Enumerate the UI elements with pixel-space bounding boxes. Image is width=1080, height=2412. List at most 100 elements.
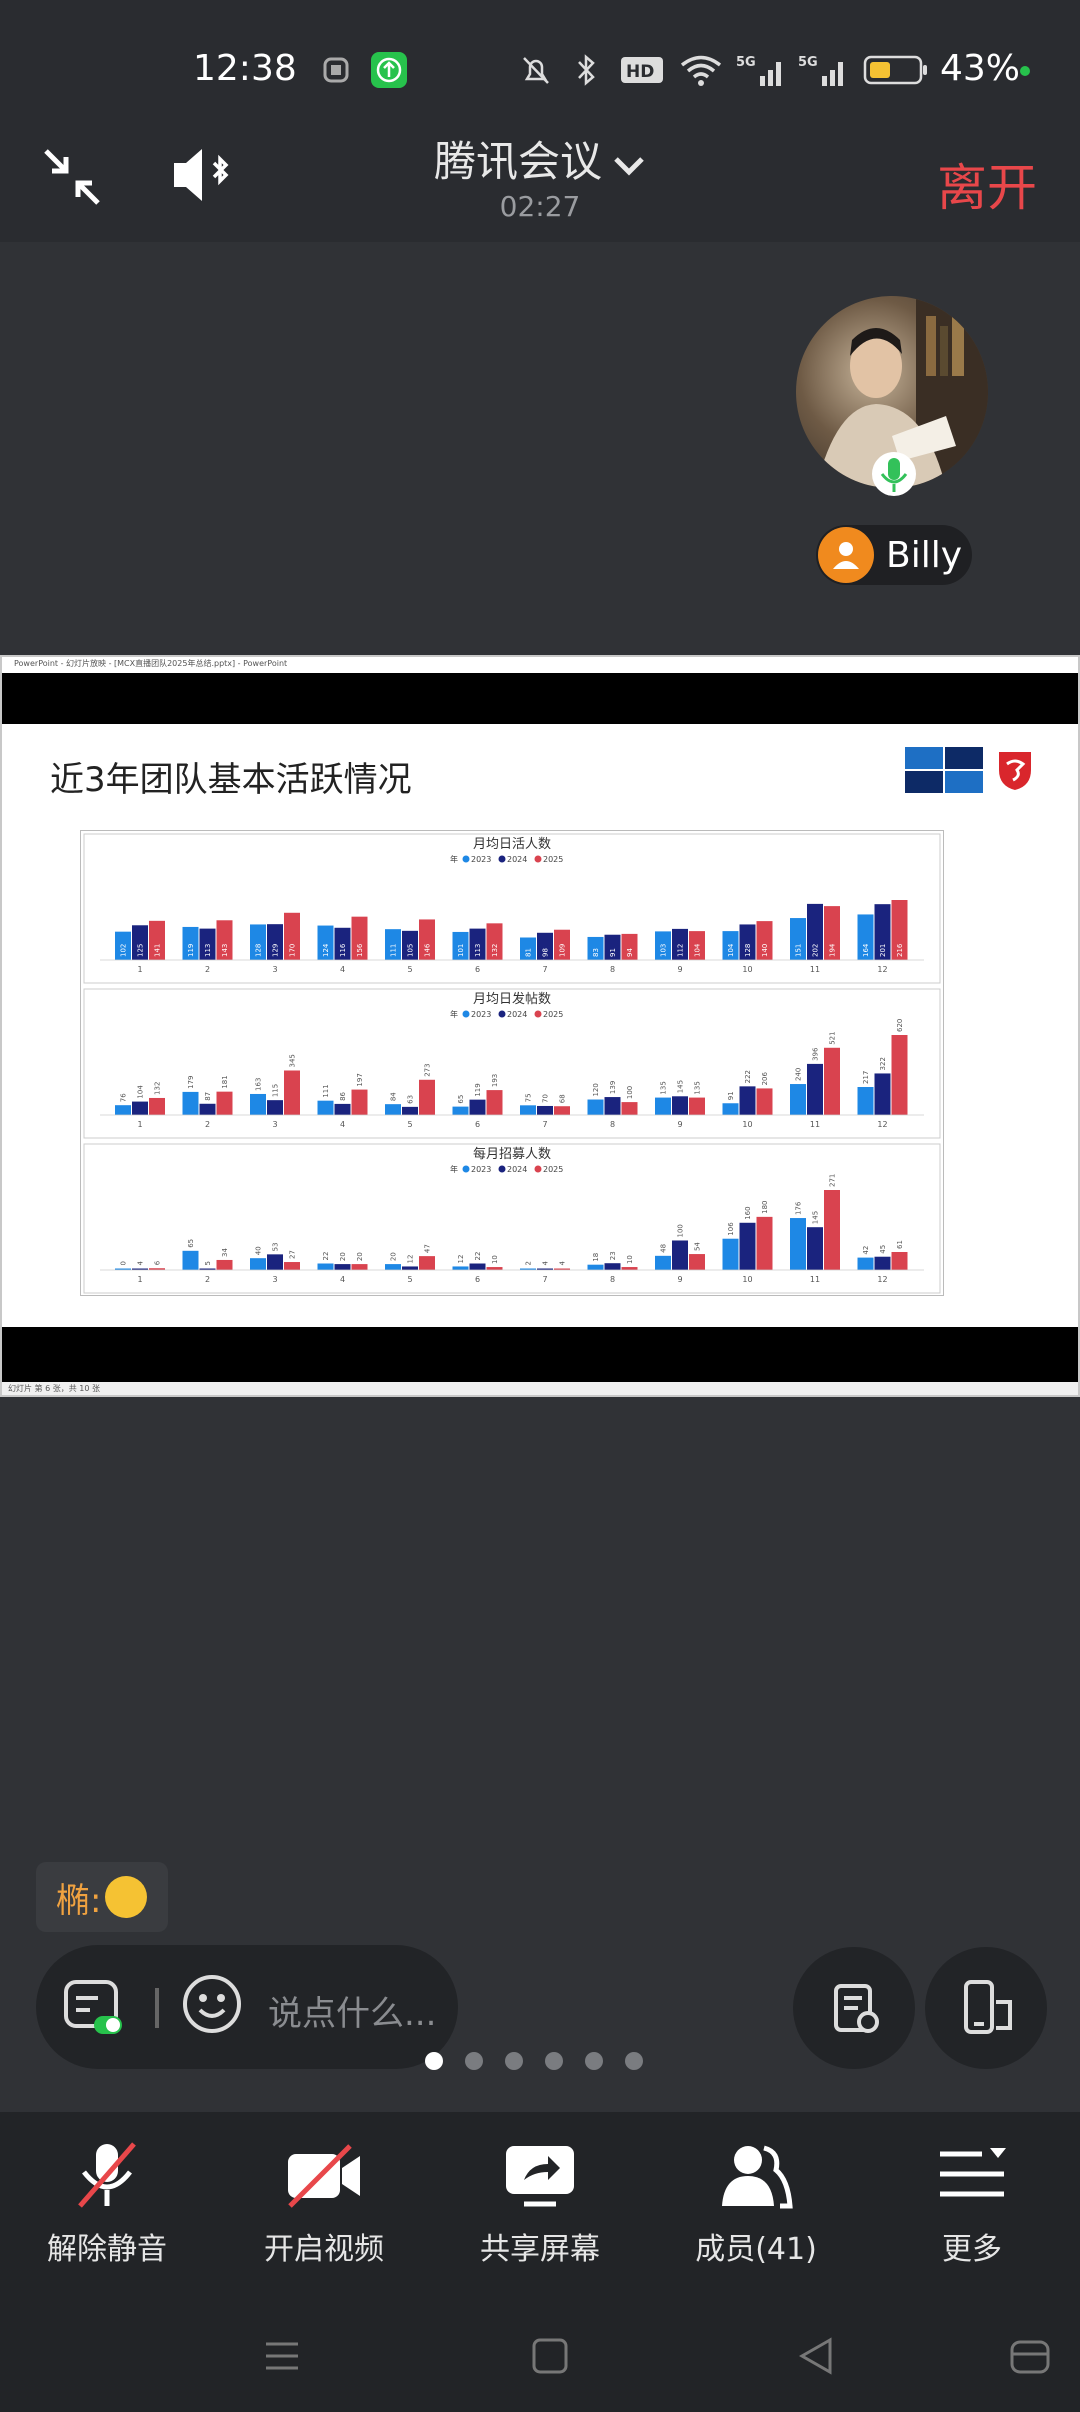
data-label: 6 <box>154 1260 162 1265</box>
data-label: 164 <box>862 943 870 957</box>
meeting-duration: 02:27 <box>499 190 581 223</box>
chart-bar <box>182 926 199 960</box>
chart-bar <box>604 1263 621 1270</box>
upload-icon <box>370 52 408 88</box>
data-label: 2 <box>525 1261 533 1265</box>
chart-bar <box>250 1093 266 1115</box>
meeting-title[interactable]: 腾讯会议 <box>0 128 1080 189</box>
chart-bar <box>402 930 418 960</box>
emoji-picker-icon[interactable] <box>180 1972 244 2036</box>
data-label: 116 <box>339 943 347 957</box>
leave-button[interactable]: 离开 <box>937 159 1037 217</box>
chat-input-bar[interactable] <box>36 1945 458 2069</box>
chart-bar <box>402 1266 418 1270</box>
page-indicator[interactable] <box>425 2052 643 2072</box>
chart-bar <box>317 1263 334 1270</box>
data-label: 135 <box>660 1081 668 1094</box>
slide-letterbox-bottom <box>2 1327 1078 1382</box>
category-label: 5 <box>407 1120 412 1129</box>
data-label: 120 <box>592 1083 600 1096</box>
chat-bubble[interactable]: 椭: <box>36 1862 168 1932</box>
subtitle-toggle-icon[interactable] <box>60 1976 124 2040</box>
chart-bar <box>334 1103 351 1115</box>
page-dot[interactable] <box>505 2052 523 2070</box>
data-label: 10 <box>626 1255 634 1264</box>
more-button[interactable]: 更多 <box>892 2140 1052 2280</box>
data-label: 20 <box>356 1252 364 1261</box>
data-label: 12 <box>407 1255 415 1264</box>
signal-5g-icon: 5G <box>736 52 786 88</box>
data-label: 156 <box>356 943 364 957</box>
chevron-down-icon[interactable] <box>612 140 646 189</box>
page-dot[interactable] <box>465 2052 483 2070</box>
data-label: 104 <box>137 1085 145 1099</box>
chart-bar <box>655 1097 671 1115</box>
chart-bar <box>419 1079 435 1115</box>
legend-marker <box>462 1010 470 1018</box>
chart-bar <box>250 1258 266 1270</box>
page-dot[interactable] <box>625 2052 643 2070</box>
data-label: 125 <box>137 944 145 957</box>
share-screen-button[interactable]: 共享屏幕 <box>460 2140 620 2280</box>
home-nav-icon[interactable] <box>520 2326 580 2386</box>
chart-bar <box>790 1218 806 1270</box>
category-label: 9 <box>677 1120 682 1129</box>
category-label: 7 <box>542 965 547 974</box>
chart-bar <box>807 903 823 960</box>
divider <box>155 1988 159 2028</box>
chart-bar <box>267 1100 283 1115</box>
minimize-icon[interactable] <box>40 145 104 209</box>
category-label: 2 <box>205 965 210 974</box>
data-label: 193 <box>491 1074 499 1087</box>
notes-button[interactable] <box>793 1947 915 2069</box>
screen-record-icon <box>318 52 354 88</box>
chart-bar <box>857 1257 874 1270</box>
legend-label: 2024 <box>507 855 527 864</box>
legend-prefix: 年 <box>450 1164 458 1174</box>
chart-bar <box>452 1106 469 1115</box>
signal-5g-icon-2: 5G <box>798 52 848 88</box>
category-label: 10 <box>742 1275 752 1284</box>
category-label: 1 <box>137 1120 142 1129</box>
participant-name: Billy <box>886 534 963 576</box>
floating-window-icon[interactable] <box>1000 2326 1060 2386</box>
members-button[interactable]: 成员(41) <box>676 2140 836 2280</box>
chart-bar <box>149 920 165 960</box>
slide-letterbox-top <box>2 673 1078 724</box>
page-dot[interactable] <box>585 2052 603 2070</box>
data-label: 75 <box>525 1093 533 1102</box>
battery-percent: 43% <box>940 48 1021 89</box>
page-dot[interactable] <box>545 2052 563 2070</box>
device-switch-button[interactable] <box>925 1947 1047 2069</box>
data-label: 70 <box>542 1094 550 1103</box>
data-label: 105 <box>407 944 415 957</box>
chat-input[interactable]: 说点什么... <box>268 1994 437 2034</box>
status-bar <box>0 0 1080 140</box>
data-label: 143 <box>221 944 229 957</box>
wifi-icon <box>678 52 724 88</box>
speaker-bluetooth-icon[interactable] <box>170 145 240 205</box>
data-label: 128 <box>255 944 263 957</box>
legend-label: 2023 <box>471 855 491 864</box>
data-label: 146 <box>424 943 432 957</box>
chart-bar <box>334 927 351 960</box>
back-nav-icon[interactable] <box>786 2326 846 2386</box>
legend-label: 2024 <box>507 1165 527 1174</box>
start-video-button[interactable]: 开启视频 <box>244 2140 404 2280</box>
data-label: 620 <box>896 1019 904 1032</box>
menu-nav-icon[interactable] <box>252 2326 312 2386</box>
chart-bar <box>807 1227 823 1270</box>
legend-prefix: 年 <box>450 1009 458 1019</box>
category-label: 1 <box>137 1275 142 1284</box>
unmute-button[interactable]: 解除静音 <box>27 2140 187 2280</box>
page-dot[interactable] <box>425 2052 443 2070</box>
data-label: 111 <box>322 1084 330 1097</box>
hd-voice-icon: HD <box>620 52 664 88</box>
chart-bar <box>807 1063 823 1115</box>
data-label: 20 <box>390 1252 398 1261</box>
data-label: 141 <box>154 944 162 957</box>
chart-bar <box>790 918 806 960</box>
chart-bar <box>452 1266 469 1270</box>
category-label: 2 <box>205 1120 210 1129</box>
